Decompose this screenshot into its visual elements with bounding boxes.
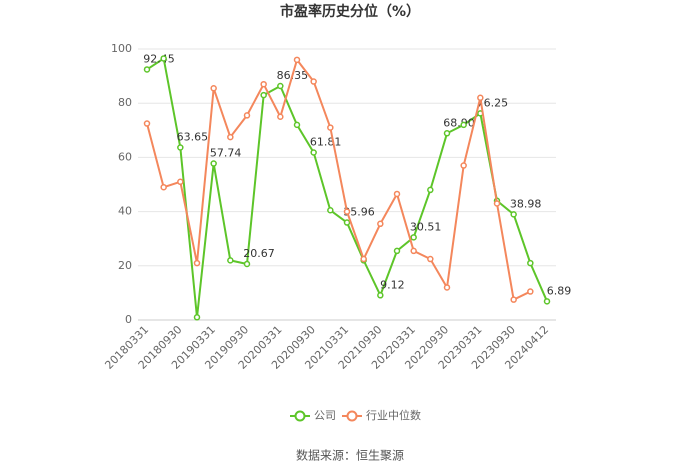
series-line bbox=[146, 57, 531, 302]
point bbox=[243, 112, 251, 119]
data-label: 6.89 bbox=[547, 284, 572, 297]
legend-label: 公司 bbox=[314, 409, 336, 422]
point bbox=[510, 296, 517, 303]
point bbox=[143, 66, 151, 73]
data-label: 9.12 bbox=[380, 278, 405, 291]
y-tick-label: 0 bbox=[125, 313, 132, 326]
point bbox=[277, 82, 284, 90]
point bbox=[377, 220, 384, 228]
point bbox=[527, 288, 534, 295]
point bbox=[293, 121, 301, 129]
point bbox=[343, 208, 351, 215]
data-label: 92.45 bbox=[143, 52, 175, 65]
point bbox=[293, 56, 301, 64]
point bbox=[260, 80, 267, 88]
point bbox=[143, 120, 151, 127]
data-label: 35.96 bbox=[343, 206, 375, 219]
point bbox=[210, 160, 217, 167]
y-tick-label: 60 bbox=[118, 150, 132, 163]
point bbox=[443, 284, 451, 291]
point bbox=[227, 133, 234, 141]
point bbox=[243, 260, 251, 268]
data-label: 30.51 bbox=[410, 220, 442, 233]
point bbox=[460, 121, 467, 129]
legend-label: 行业中位数 bbox=[366, 408, 421, 422]
source: 数据来源：恒生聚源 bbox=[296, 448, 404, 463]
point bbox=[177, 178, 184, 186]
point bbox=[343, 219, 351, 226]
point bbox=[327, 124, 334, 131]
data-label: 63.65 bbox=[177, 131, 209, 144]
y-tick-label: 80 bbox=[118, 96, 132, 109]
point bbox=[310, 78, 317, 85]
y-tick-label: 40 bbox=[118, 205, 132, 218]
point bbox=[277, 113, 284, 120]
y-tick-label: 20 bbox=[118, 259, 132, 272]
point bbox=[327, 206, 334, 214]
point bbox=[193, 259, 201, 267]
point bbox=[427, 186, 434, 194]
data-label: 68.90 bbox=[443, 116, 475, 129]
point bbox=[443, 130, 451, 137]
data-label: 57.74 bbox=[210, 147, 242, 160]
point bbox=[493, 200, 501, 207]
point bbox=[160, 183, 167, 191]
point bbox=[360, 255, 367, 263]
data-label: 76.25 bbox=[477, 96, 509, 109]
point bbox=[260, 91, 267, 99]
data-label: 61.81 bbox=[310, 135, 342, 148]
data-label: 38.98 bbox=[510, 197, 542, 210]
point bbox=[393, 190, 401, 198]
point bbox=[527, 259, 534, 267]
chart-title: 市盈率历史分位（%） bbox=[280, 3, 420, 20]
legend-marker bbox=[346, 410, 358, 422]
legend-marker bbox=[294, 410, 306, 422]
y-tick-label: 100 bbox=[111, 42, 132, 55]
point bbox=[393, 247, 401, 255]
point bbox=[543, 298, 551, 305]
point bbox=[477, 94, 484, 102]
point bbox=[427, 255, 434, 263]
point bbox=[177, 144, 184, 151]
point bbox=[210, 85, 217, 92]
point bbox=[160, 55, 167, 62]
point bbox=[410, 234, 417, 241]
point bbox=[410, 247, 417, 255]
point bbox=[193, 314, 201, 321]
point bbox=[510, 211, 517, 218]
point bbox=[310, 149, 317, 156]
data-label: 20.67 bbox=[243, 247, 275, 260]
point bbox=[460, 162, 467, 169]
point bbox=[227, 257, 234, 264]
point bbox=[377, 292, 384, 299]
